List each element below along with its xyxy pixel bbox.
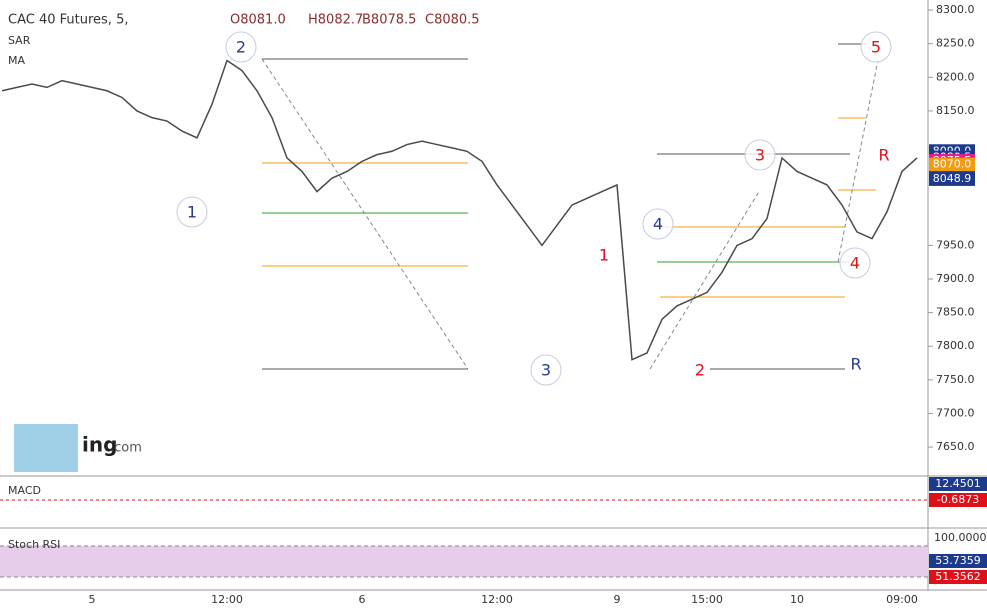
- y-tick-label: 8150.0: [936, 104, 975, 117]
- wave-label: 1: [187, 203, 197, 222]
- y-tick-label: 7900.0: [936, 272, 975, 285]
- price-tag-text: 8070.0: [933, 158, 972, 171]
- wave-label: 5: [871, 38, 881, 57]
- y-tick-label: 7750.0: [936, 373, 975, 386]
- wave-label: 2: [695, 361, 705, 380]
- wave-label: 4: [850, 254, 860, 273]
- symbol: CAC 40 Futures, 5,: [8, 13, 128, 28]
- value-tag-text: 51.3562: [935, 570, 981, 583]
- wave-label: 3: [755, 146, 765, 165]
- y-tick-label: 8200.0: [936, 70, 975, 83]
- x-tick-label: 6: [359, 593, 366, 606]
- x-tick-label: 10: [790, 593, 804, 606]
- wave-label: 3: [541, 361, 551, 380]
- y-tick-label: 8300.0: [936, 3, 975, 16]
- value-tag-text: 12.4501: [935, 477, 981, 490]
- ohlc: O8081.0: [230, 13, 286, 28]
- indicator-label[interactable]: MACD: [8, 484, 41, 497]
- wave-circle: [225, 31, 257, 63]
- wave-label: R: [850, 355, 861, 374]
- logo-text: .com: [110, 441, 142, 456]
- wave-circle: [642, 208, 674, 240]
- stoch-band: [0, 546, 928, 577]
- wave-circle: [860, 31, 892, 63]
- y-tick-label: 7650.0: [936, 440, 975, 453]
- value-tag: [929, 554, 987, 568]
- wave-circle: [176, 196, 208, 228]
- wave-circle: [530, 354, 562, 386]
- logo-image: [14, 424, 78, 472]
- axis-label: 100.0000: [934, 531, 987, 544]
- y-tick-label: 8250.0: [936, 37, 975, 50]
- value-tag: [929, 570, 987, 584]
- indicator-label[interactable]: Stoch RSI: [8, 538, 60, 551]
- wave-circle: [744, 139, 776, 171]
- wave-label: 2: [236, 38, 246, 57]
- indicator-label[interactable]: SAR: [8, 34, 31, 47]
- price-tag: [929, 171, 975, 186]
- price-tag-text: 8048.9: [933, 172, 972, 185]
- price-line: [1, 59, 918, 361]
- wave-circle: [839, 247, 871, 279]
- price-tag: [929, 157, 975, 172]
- value-tag: [929, 493, 987, 507]
- x-tick-label: 12:00: [481, 593, 513, 606]
- value-tag-text: -0.6873: [937, 493, 979, 506]
- ohlc: H8082.7: [308, 13, 363, 28]
- wave-label: 4: [653, 215, 663, 234]
- value-tag: [929, 477, 987, 491]
- ohlc: C8080.5: [425, 13, 480, 28]
- x-tick-label: 5: [89, 593, 96, 606]
- wave-label: R: [878, 146, 889, 165]
- y-tick-label: 7700.0: [936, 406, 975, 419]
- x-tick-label: 09:00: [886, 593, 918, 606]
- y-tick-label: 7950.0: [936, 238, 975, 251]
- wave-label: 1: [599, 246, 609, 265]
- value-tag-text: 53.7359: [935, 554, 981, 567]
- indicator-label[interactable]: MA: [8, 54, 25, 67]
- x-tick-label: 9: [614, 593, 621, 606]
- x-tick-label: 12:00: [211, 593, 243, 606]
- y-tick-label: 7800.0: [936, 339, 975, 352]
- fib-lines: [261, 43, 879, 370]
- x-tick-label: 15:00: [691, 593, 723, 606]
- logo-text: ing: [82, 433, 117, 457]
- y-tick-label: 7850.0: [936, 306, 975, 319]
- ohlc: B8078.5: [362, 13, 416, 28]
